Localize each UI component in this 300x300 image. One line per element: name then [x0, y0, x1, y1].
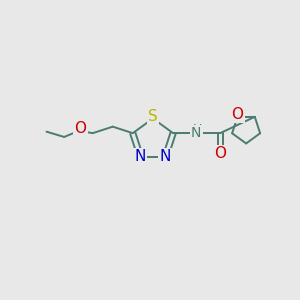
- Text: O: O: [214, 146, 226, 161]
- Text: N: N: [191, 126, 201, 140]
- Text: H: H: [192, 123, 202, 136]
- Text: O: O: [232, 107, 244, 122]
- Text: S: S: [148, 109, 158, 124]
- Text: O: O: [74, 121, 86, 136]
- Text: N: N: [135, 149, 146, 164]
- Text: N: N: [160, 149, 171, 164]
